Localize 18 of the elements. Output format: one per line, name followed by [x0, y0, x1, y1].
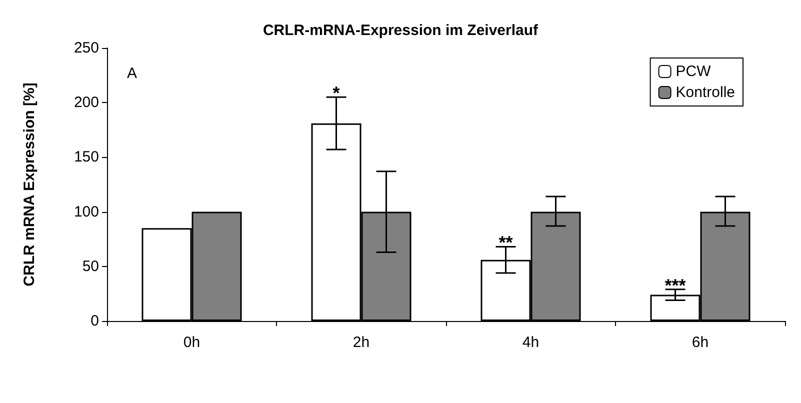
- annotation: A: [127, 65, 138, 82]
- annotation: ***: [664, 275, 686, 296]
- annotation: *: [332, 83, 340, 104]
- y-tick-label: 250: [74, 40, 99, 56]
- x-tick-label: 0h: [183, 334, 200, 351]
- annotation: **: [498, 232, 513, 253]
- y-tick-label: 50: [82, 258, 99, 275]
- y-tick-label: 200: [74, 94, 99, 112]
- y-axis-title: CRLR mRNA Expression [%]: [21, 82, 38, 286]
- x-tick-label: 6h: [692, 334, 709, 351]
- y-tick-label: 0: [90, 312, 99, 330]
- y-tick-label: 150: [74, 148, 99, 166]
- legend-label: PCW: [676, 63, 712, 80]
- x-tick-label: 2h: [352, 334, 370, 351]
- x-tick-label: 4h: [522, 334, 540, 351]
- chart-title: CRLR-mRNA-Expression im Zeiverlauf: [262, 22, 540, 39]
- y-tick-label: 100: [74, 203, 99, 220]
- legend-label: Kontrolle: [676, 84, 735, 101]
